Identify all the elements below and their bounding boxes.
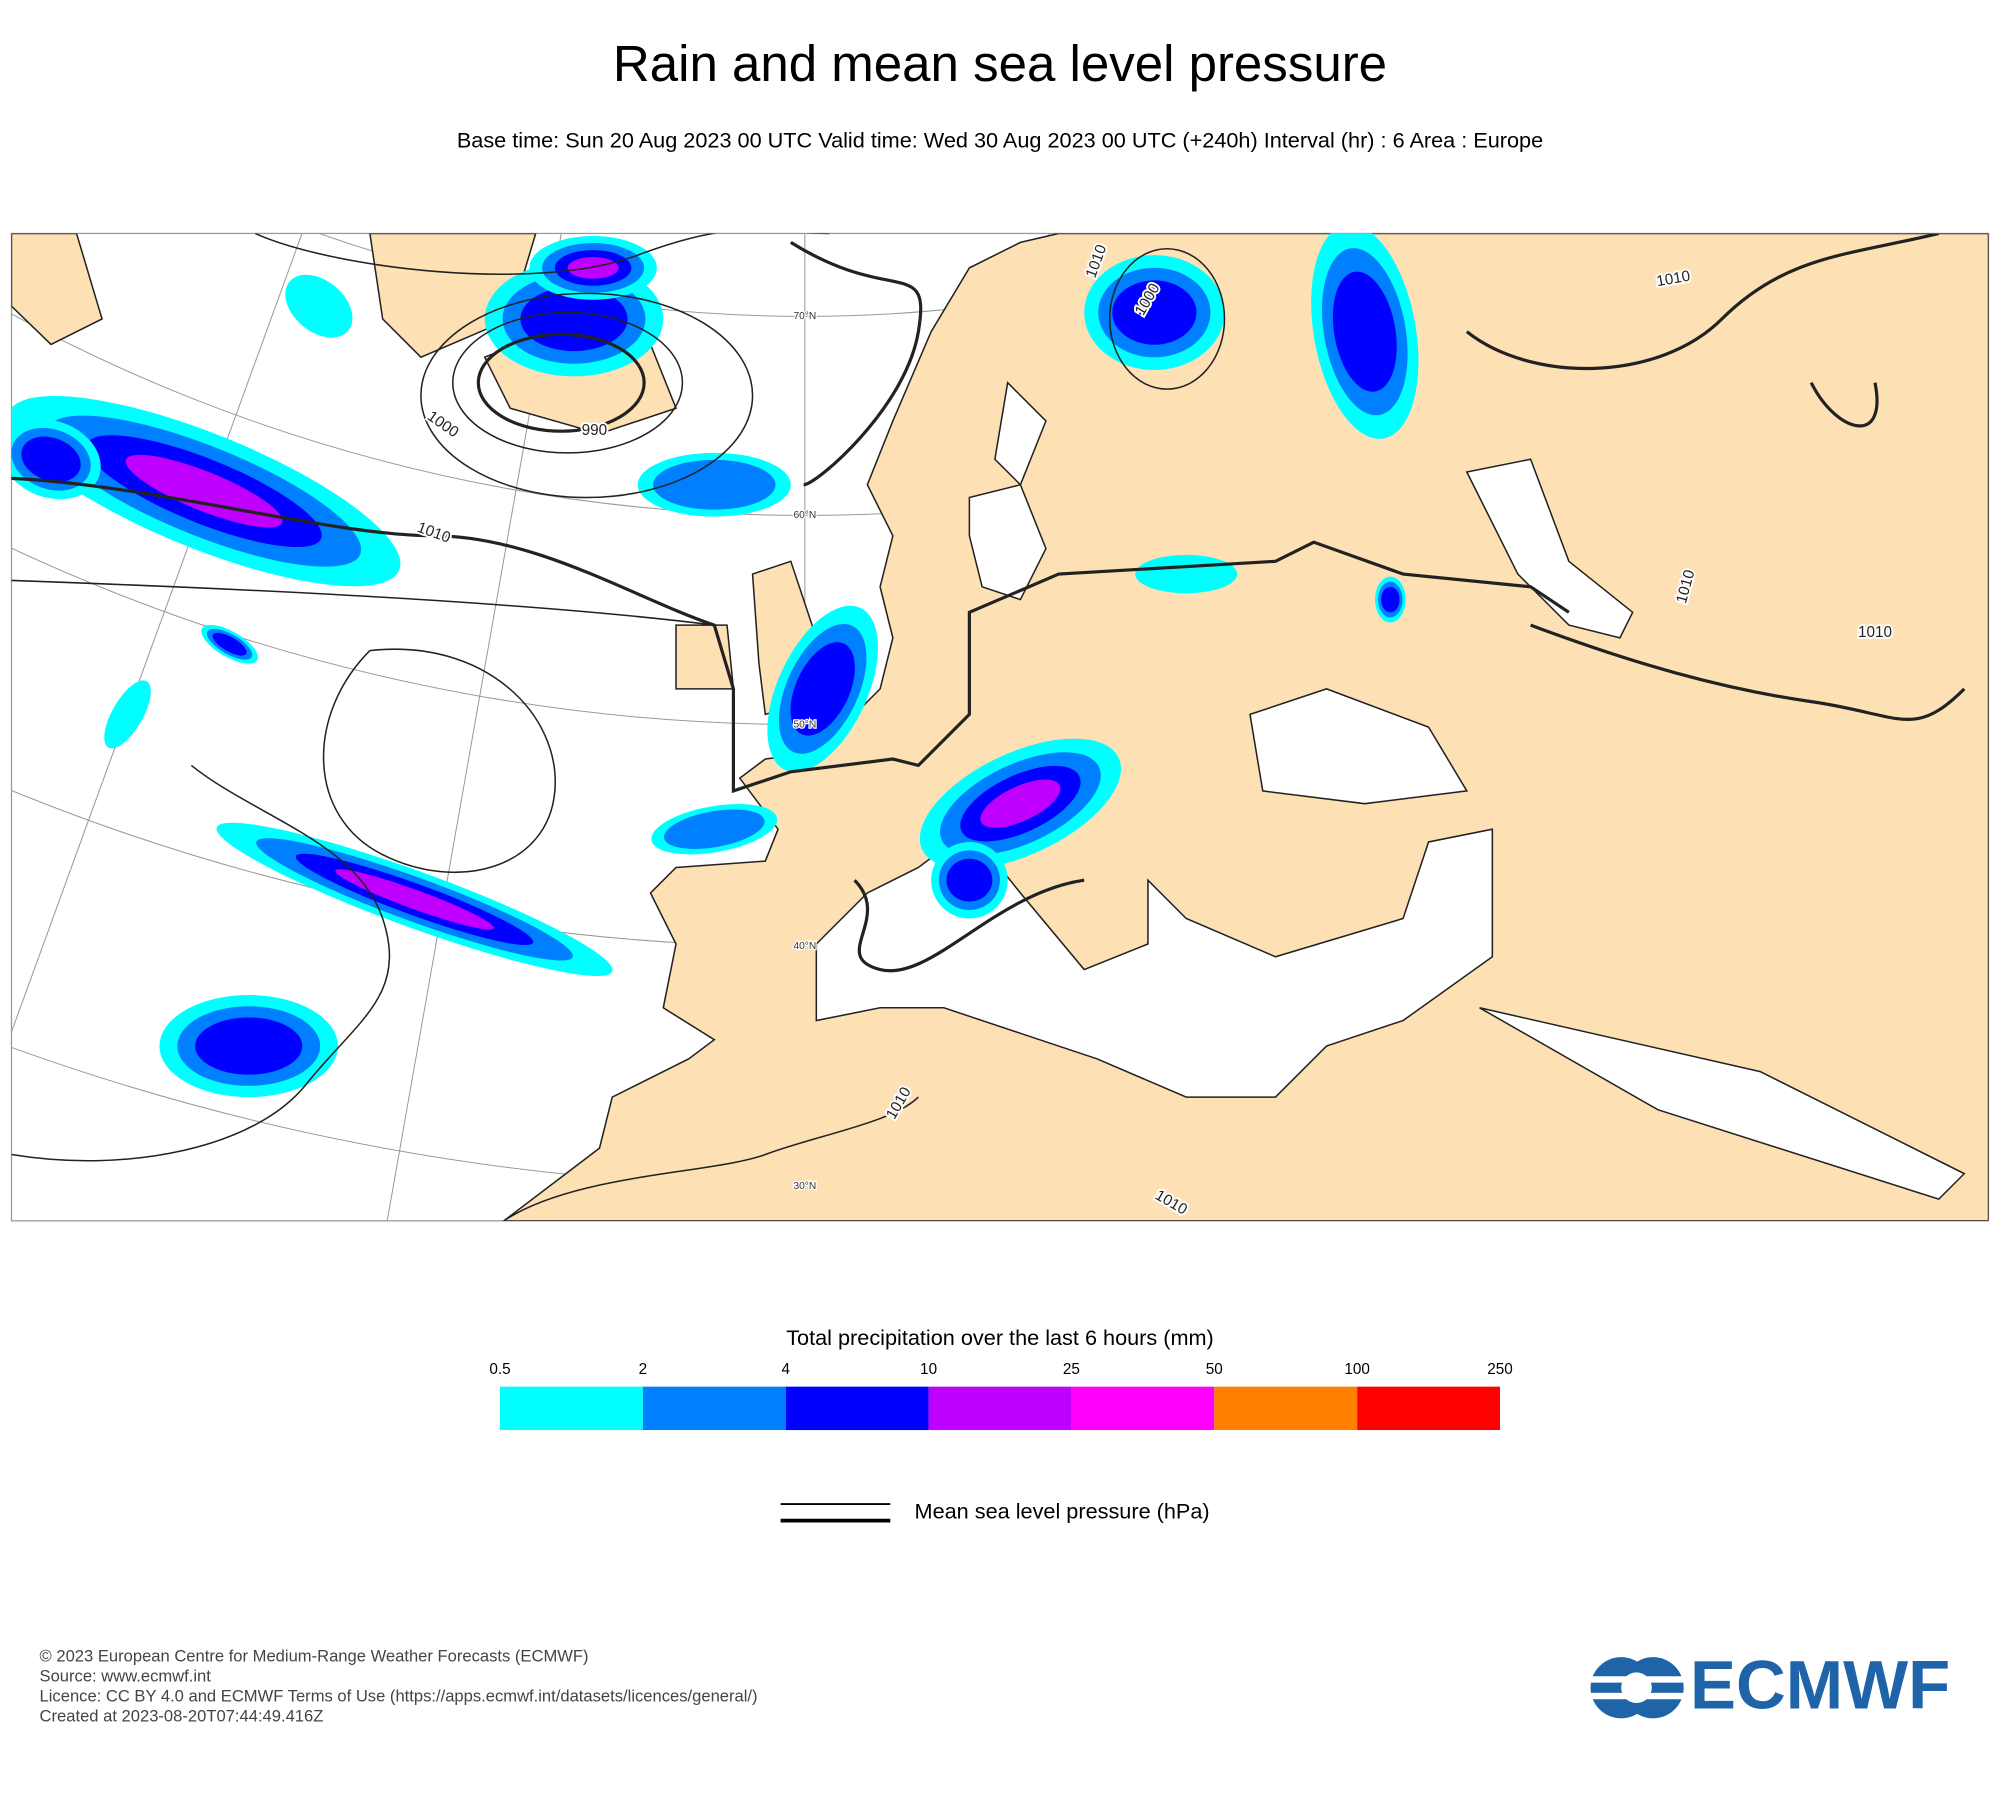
title: Rain and mean sea level pressure (613, 35, 1387, 92)
latitude-label: 70°N (793, 311, 816, 322)
precipitation-area (1332, 271, 1397, 392)
colorbar-segment (1357, 1386, 1500, 1431)
map (11, 233, 1989, 1221)
latitude-label: 60°N (793, 510, 816, 521)
isobar (452, 311, 684, 454)
land (11, 233, 103, 346)
isobar (11, 579, 715, 626)
isobar (1530, 623, 1966, 721)
sea (1249, 688, 1469, 805)
isobar (1108, 247, 1226, 390)
colorbar-tick-label: 10 (920, 1361, 937, 1378)
colorbar-tick-label: 2 (639, 1361, 648, 1378)
isobar-label: 1010 (1858, 624, 1892, 641)
logo-bar (1588, 1692, 1685, 1700)
colorbar-segment (500, 1386, 643, 1431)
subtitle: Base time: Sun 20 Aug 2023 00 UTC Valid … (457, 127, 1543, 152)
precipitation-area (567, 257, 619, 279)
colorbar-tick-label: 4 (781, 1361, 790, 1378)
precipitation-area (21, 436, 81, 482)
precipitation-area (790, 642, 855, 736)
logo-icon (1588, 1657, 1685, 1719)
land (369, 233, 537, 359)
latitude-label: 40°N (793, 941, 816, 952)
colorbar-segment (642, 1386, 786, 1431)
colorbar: 0.5 2 4 10 25 50 100 250 (489, 1361, 1513, 1431)
logo-text: ECMWF (1690, 1646, 1950, 1723)
footer-line: Created at 2023-08-20T07:44:49.416Z (40, 1707, 324, 1726)
meridian-line (386, 233, 562, 1221)
colorbar-segment (1214, 1386, 1358, 1431)
precipitation-area (946, 858, 993, 902)
sea (1479, 1007, 1966, 1201)
precipitation-area (653, 459, 776, 510)
legend-title: Total precipitation over the last 6 hour… (786, 1325, 1214, 1350)
colorbar-tick-label: 0.5 (489, 1361, 510, 1378)
isobar (789, 241, 923, 487)
colorbar-tick-label: 100 (1344, 1361, 1370, 1378)
isobar (322, 648, 556, 874)
precipitation-area (663, 809, 765, 849)
footer-line: © 2023 European Centre for Medium-Range … (40, 1646, 589, 1665)
isobar (853, 878, 1085, 973)
latitude-label: 30°N (793, 1181, 816, 1192)
isobar (254, 233, 830, 275)
precipitation-area (1135, 554, 1238, 594)
colorbar-tick-label: 50 (1206, 1361, 1223, 1378)
precipitation-area (195, 1017, 303, 1075)
isobar (420, 292, 754, 499)
colorbar-tick-label: 250 (1487, 1361, 1513, 1378)
isobar (11, 476, 1570, 794)
precipitation-area (212, 632, 247, 656)
precipitation-area (1381, 586, 1400, 613)
logo-bar (1588, 1676, 1685, 1683)
colorbar-segment (1071, 1386, 1215, 1431)
latitude-label: 50°N (793, 719, 816, 730)
precipitation-area (980, 779, 1061, 828)
precipitation-area (104, 680, 151, 749)
footer: © 2023 European Centre for Medium-Range … (40, 1646, 758, 1725)
colorbar-tick-label: 25 (1063, 1361, 1080, 1378)
precipitation-area (285, 274, 353, 338)
isobar (1465, 233, 1940, 370)
sea (994, 381, 1047, 487)
isobar-label: 990 (582, 422, 608, 439)
logo-circle (1622, 1657, 1684, 1719)
isobar (11, 764, 391, 1162)
legend-line-label: Mean sea level pressure (hPa) (915, 1499, 1210, 1524)
isobar (503, 1096, 919, 1221)
precipitation-area (335, 869, 494, 930)
isobar (476, 332, 646, 433)
precipitation-area (1112, 280, 1197, 345)
isobar (1809, 381, 1879, 428)
footer-line: Licence: CC BY 4.0 and ECMWF Terms of Us… (40, 1687, 758, 1706)
footer-line: Source: www.ecmwf.int (40, 1667, 212, 1686)
colorbar-segment (785, 1386, 929, 1431)
colorbar-segment (928, 1386, 1072, 1431)
sea (1465, 458, 1634, 639)
